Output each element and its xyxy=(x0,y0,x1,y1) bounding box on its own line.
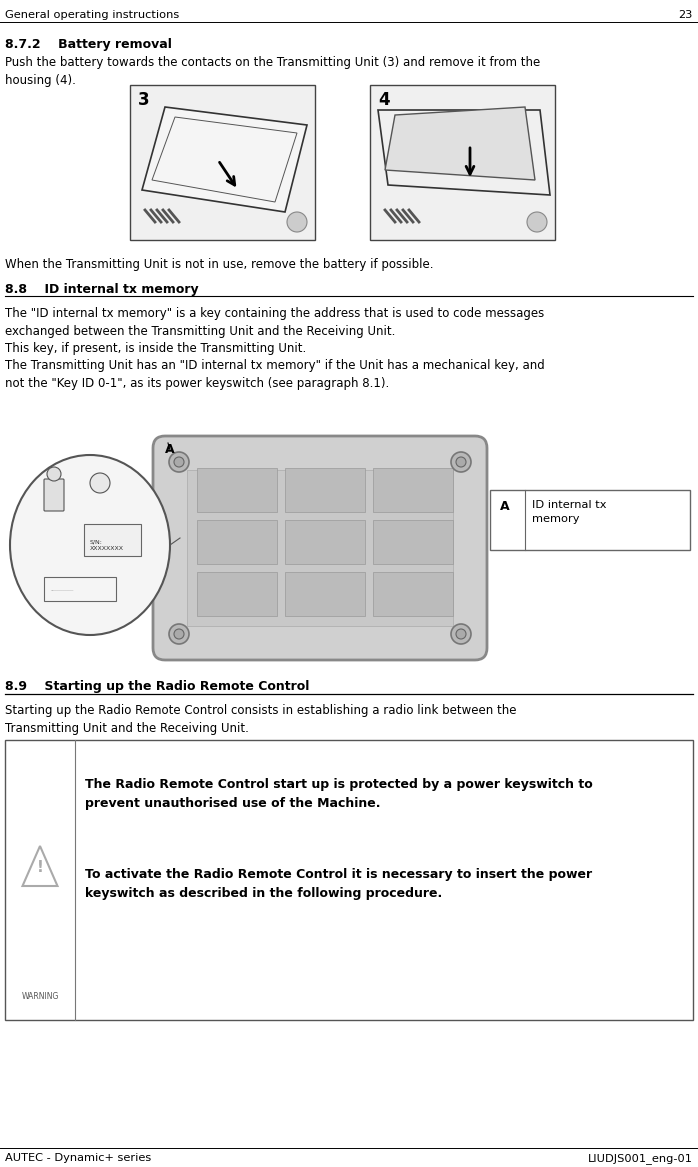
Text: A: A xyxy=(500,499,510,513)
Text: The Radio Remote Control start up is protected by a power keyswitch to
prevent u: The Radio Remote Control start up is pro… xyxy=(85,778,593,810)
FancyBboxPatch shape xyxy=(370,85,555,240)
Text: 8.8    ID internal tx memory: 8.8 ID internal tx memory xyxy=(5,284,199,296)
Text: LIUDJS001_eng-01: LIUDJS001_eng-01 xyxy=(588,1153,693,1163)
FancyBboxPatch shape xyxy=(285,468,365,512)
FancyBboxPatch shape xyxy=(490,490,690,550)
Text: 4: 4 xyxy=(378,91,389,109)
FancyBboxPatch shape xyxy=(373,468,453,512)
Text: The "ID internal tx memory" is a key containing the address that is used to code: The "ID internal tx memory" is a key con… xyxy=(5,307,544,390)
Circle shape xyxy=(287,212,307,232)
FancyBboxPatch shape xyxy=(187,470,453,626)
Text: ___________: ___________ xyxy=(50,587,73,591)
FancyBboxPatch shape xyxy=(130,85,315,240)
Polygon shape xyxy=(385,107,535,180)
Circle shape xyxy=(451,624,471,644)
Circle shape xyxy=(174,629,184,640)
Text: ID internal tx
memory: ID internal tx memory xyxy=(532,499,607,524)
Circle shape xyxy=(169,624,189,644)
FancyBboxPatch shape xyxy=(44,478,64,511)
Text: When the Transmitting Unit is not in use, remove the battery if possible.: When the Transmitting Unit is not in use… xyxy=(5,258,433,271)
FancyBboxPatch shape xyxy=(5,740,693,1020)
Circle shape xyxy=(451,452,471,471)
FancyBboxPatch shape xyxy=(197,520,277,564)
FancyBboxPatch shape xyxy=(371,86,554,239)
Text: !: ! xyxy=(36,860,43,875)
FancyBboxPatch shape xyxy=(44,576,116,601)
FancyBboxPatch shape xyxy=(285,520,365,564)
FancyBboxPatch shape xyxy=(153,436,487,661)
FancyBboxPatch shape xyxy=(373,520,453,564)
Polygon shape xyxy=(142,107,307,212)
Circle shape xyxy=(174,457,184,467)
Polygon shape xyxy=(378,110,550,195)
Text: WARNING: WARNING xyxy=(22,992,59,1001)
Text: 23: 23 xyxy=(678,11,693,20)
FancyBboxPatch shape xyxy=(131,86,314,239)
Circle shape xyxy=(47,467,61,481)
Text: A: A xyxy=(165,443,174,456)
FancyBboxPatch shape xyxy=(373,572,453,616)
Text: AUTEC - Dynamic+ series: AUTEC - Dynamic+ series xyxy=(5,1153,151,1163)
FancyBboxPatch shape xyxy=(197,572,277,616)
Text: To activate the Radio Remote Control it is necessary to insert the power
keyswit: To activate the Radio Remote Control it … xyxy=(85,868,592,900)
Polygon shape xyxy=(22,846,57,886)
Circle shape xyxy=(527,212,547,232)
Text: Starting up the Radio Remote Control consists in establishing a radio link betwe: Starting up the Radio Remote Control con… xyxy=(5,704,517,735)
FancyBboxPatch shape xyxy=(285,572,365,616)
Text: S/N:
XXXXXXXX: S/N: XXXXXXXX xyxy=(90,540,124,551)
Circle shape xyxy=(90,473,110,492)
Text: 8.7.2    Battery removal: 8.7.2 Battery removal xyxy=(5,39,172,51)
Text: 3: 3 xyxy=(138,91,149,109)
Text: General operating instructions: General operating instructions xyxy=(5,11,179,20)
Circle shape xyxy=(456,629,466,640)
Text: Push the battery towards the contacts on the Transmitting Unit (3) and remove it: Push the battery towards the contacts on… xyxy=(5,56,540,88)
Ellipse shape xyxy=(10,455,170,635)
FancyBboxPatch shape xyxy=(197,468,277,512)
Text: 8.9    Starting up the Radio Remote Control: 8.9 Starting up the Radio Remote Control xyxy=(5,680,309,693)
Circle shape xyxy=(456,457,466,467)
Circle shape xyxy=(169,452,189,471)
FancyBboxPatch shape xyxy=(84,524,141,555)
